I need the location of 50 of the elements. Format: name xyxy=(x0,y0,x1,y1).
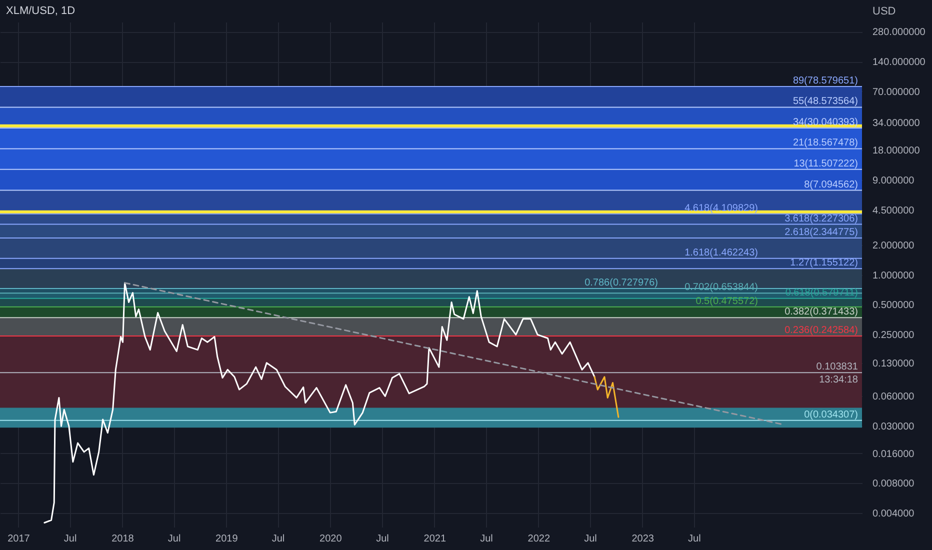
ref-line-label: 8(7.094562) xyxy=(804,179,858,190)
chart-title: XLM/USD, 1D xyxy=(6,5,76,17)
ref-line-label: 0(0.034307) xyxy=(804,409,858,420)
x-tick-label: 2023 xyxy=(632,534,654,544)
x-tick-label: Jul xyxy=(688,534,701,544)
y-tick-label: 2.000000 xyxy=(872,240,915,252)
x-tick-label: 2018 xyxy=(112,534,134,544)
ref-line-label: 0.5(0.475572) xyxy=(696,296,758,307)
y-tick-label: 140.000000 xyxy=(872,57,926,68)
y-tick-label: 18.000000 xyxy=(872,146,920,157)
x-tick-label: 2021 xyxy=(424,534,446,544)
y-tick-label: 9.000000 xyxy=(872,175,915,186)
y-tick-label: 0.130000 xyxy=(872,358,915,370)
ref-line-label: 0.382(0.371433) xyxy=(784,306,858,318)
x-tick-label: Jul xyxy=(168,534,181,544)
y-tick-label: 0.030000 xyxy=(872,422,915,433)
ref-line-label: 89(78.579651) xyxy=(792,75,858,86)
y-tick-label: 0.500000 xyxy=(872,300,915,312)
ref-line-label: 55(48.573564) xyxy=(792,96,858,108)
ref-line-label: 0.786(0.727976) xyxy=(584,278,658,289)
x-tick-label: 2022 xyxy=(528,534,550,544)
y-tick-label: 4.500000 xyxy=(872,205,915,216)
y-tick-label: 34.000000 xyxy=(872,118,920,130)
y-tick-label: 0.016000 xyxy=(872,448,915,460)
x-tick-label: Jul xyxy=(64,534,77,544)
annotation: 13:34:18 xyxy=(819,374,858,386)
y-tick-label: 280.000000 xyxy=(872,27,926,38)
y-tick-label: 0.250000 xyxy=(872,330,915,342)
line-series xyxy=(594,376,620,418)
ref-line-label: 1.618(1.462243) xyxy=(684,247,758,258)
x-tick-label: Jul xyxy=(480,534,493,544)
ref-line-label: 3.618(3.227306) xyxy=(784,213,858,224)
ref-line-label: 13(11.507222) xyxy=(794,158,858,170)
x-tick-label: Jul xyxy=(376,534,389,544)
x-tick-label: Jul xyxy=(272,534,285,544)
ref-line-label: 1.27(1.155122) xyxy=(790,258,858,269)
y-tick-label: 1.000000 xyxy=(872,270,915,282)
x-tick-label: Jul xyxy=(584,534,597,544)
x-tick-label: 2019 xyxy=(216,534,238,544)
y-axis-title: USD xyxy=(872,6,896,18)
y-tick-label: 0.004000 xyxy=(872,508,915,520)
y-tick-label: 0.008000 xyxy=(872,478,915,490)
ref-line-label: 2.618(2.344775) xyxy=(784,227,858,238)
y-tick-label: 70.000000 xyxy=(872,86,920,98)
y-tick-label: 0.060000 xyxy=(872,392,915,403)
ref-line-label: 0.103831 xyxy=(816,362,858,373)
ref-line-label: 0.236(0.242584) xyxy=(784,324,858,336)
ref-line-label: 21(18.567478) xyxy=(792,138,858,149)
x-tick-label: 2020 xyxy=(320,534,342,544)
x-tick-label: 2017 xyxy=(8,534,30,544)
